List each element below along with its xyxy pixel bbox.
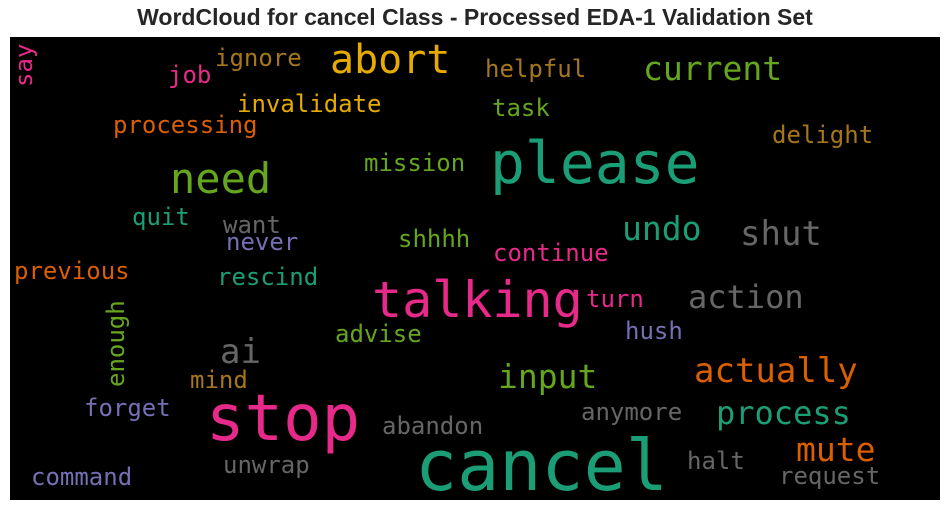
word-processing: processing [113,111,258,139]
word-request: request [779,462,881,490]
word-talking: talking [372,271,583,329]
word-mind: mind [190,366,248,394]
word-turn: turn [586,285,644,313]
word-anymore: anymore [581,398,683,426]
word-continue: continue [493,239,609,267]
word-stop: stop [206,382,361,456]
word-enough: enough [102,300,130,387]
word-unwrap: unwrap [223,451,310,479]
word-invalidate: invalidate [237,90,382,118]
word-helpful: helpful [485,55,587,83]
word-halt: halt [687,447,745,475]
word-command: command [31,463,133,491]
word-never: never [226,228,299,256]
word-shut: shut [740,214,822,254]
word-delight: delight [772,121,874,149]
word-cancel: cancel [415,425,668,500]
word-please: please [490,129,700,197]
word-action: action [688,278,804,316]
word-mission: mission [364,149,466,177]
word-shhhh: shhhh [398,225,471,253]
word-ai: ai [220,332,261,372]
word-ignore: ignore [215,44,302,72]
word-mute: mute [796,430,876,469]
word-forget: forget [84,394,171,422]
word-want: want [223,211,281,239]
word-undo: undo [622,209,702,248]
word-rescind: rescind [217,263,319,291]
word-previous: previous [14,257,130,285]
word-input: input [498,357,598,396]
word-job: job [168,61,212,89]
wordcloud-canvas: cancel stop please talking need abort cu… [10,37,940,500]
word-advise: advise [335,320,422,348]
word-actually: actually [694,351,858,391]
word-abort: abort [330,37,451,83]
word-need: need [170,154,272,203]
word-process: process [716,394,851,432]
word-current: current [643,49,783,88]
chart-title: WordCloud for cancel Class - Processed E… [137,4,813,30]
word-say: say [10,43,38,87]
word-hush: hush [625,317,683,345]
word-task: task [492,94,550,122]
word-abandon: abandon [382,412,484,440]
word-quit: quit [132,203,190,231]
